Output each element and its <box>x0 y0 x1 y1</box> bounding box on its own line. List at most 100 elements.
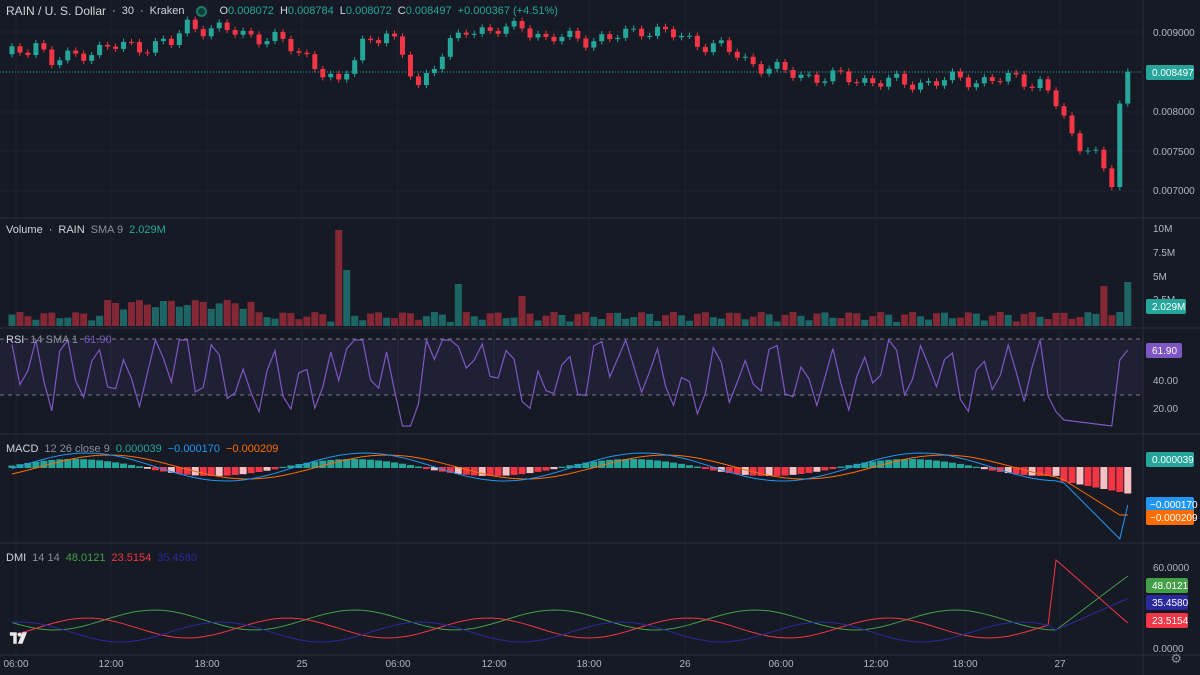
rsi-legend[interactable]: RSI 14 SMA 1 61.90 <box>6 334 112 346</box>
macd-histogram-bar <box>303 462 311 468</box>
volume-bar <box>414 319 422 326</box>
dmi-pane[interactable] <box>11 559 1129 643</box>
candle-body <box>710 43 716 53</box>
price-pane[interactable] <box>0 16 1143 191</box>
interval[interactable]: 30 <box>121 5 134 17</box>
macd-axis[interactable]: 0.000039 −0.000170 −0.000209 <box>1146 452 1198 525</box>
candle-body <box>655 26 661 36</box>
macd-histogram-bar <box>550 467 558 470</box>
macd-legend[interactable]: MACD 12 26 close 9 0.000039 −0.000170 −0… <box>6 443 278 455</box>
macd-histogram-bar <box>972 466 980 468</box>
volume-axis[interactable]: 10M 7.5M 5M 2.5M 2.029M <box>1146 224 1186 314</box>
candle-body <box>1021 74 1027 87</box>
candle-body <box>607 34 613 40</box>
time-tick: 26 <box>679 659 691 670</box>
macd-pane[interactable] <box>8 452 1132 540</box>
volume-bar <box>191 300 199 326</box>
candle-body <box>200 29 206 37</box>
volume-bar <box>1084 312 1092 326</box>
candle-body <box>65 50 71 61</box>
macd-histogram-bar <box>40 460 48 468</box>
volume-bar <box>654 320 662 326</box>
volume-bar <box>590 316 598 326</box>
candle-body <box>726 40 732 52</box>
candle-body <box>33 43 39 56</box>
time-axis[interactable]: 06:00 12:00 18:00 25 06:00 12:00 18:00 2… <box>3 659 1066 670</box>
volume-bar <box>797 315 805 326</box>
macd-histogram-bar <box>765 467 773 476</box>
candle-body <box>503 26 509 34</box>
candle-body <box>360 38 366 61</box>
volume-bar <box>335 230 343 326</box>
macd-histogram-bar <box>1036 467 1044 476</box>
rsi-params: 14 SMA 1 <box>30 334 79 346</box>
volume-bar <box>406 313 414 326</box>
exchange[interactable]: Kraken <box>149 5 185 17</box>
rsi-pane[interactable] <box>0 337 1143 427</box>
candle-body <box>9 46 15 55</box>
volume-bar <box>359 320 367 326</box>
candle-body <box>1109 168 1115 188</box>
volume-bar <box>877 312 885 326</box>
dmi-legend[interactable]: DMI 14 14 48.0121 23.5154 35.4580 <box>6 552 197 564</box>
volume-bar <box>446 321 454 326</box>
volume-bar <box>239 308 247 326</box>
candle-body <box>17 46 23 53</box>
volume-legend[interactable]: Volume · RAIN SMA 9 2.029M <box>6 224 166 236</box>
volume-bar <box>96 315 104 326</box>
candle-body <box>73 50 79 54</box>
symbol-legend[interactable]: RAIN / U. S. Dollar · 30 · Kraken O0.008… <box>6 4 558 18</box>
candle-body <box>479 27 485 34</box>
volume-pane[interactable] <box>8 230 1132 326</box>
candle-body <box>742 56 748 58</box>
candle-body <box>543 33 549 37</box>
macd-histogram-bar <box>263 467 271 471</box>
gear-icon[interactable]: ⚙ <box>1170 651 1182 666</box>
rsi-axis[interactable]: 61.90 40.00 20.00 <box>1146 343 1182 415</box>
price-axis[interactable]: 0.009000 0.008000 0.007500 0.007000 0.00… <box>1146 28 1195 197</box>
macd-histogram-bar <box>805 467 813 473</box>
time-tick: 12:00 <box>481 659 506 670</box>
macd-histogram-bar <box>311 461 319 468</box>
candle-body <box>113 46 119 49</box>
time-tick: 12:00 <box>863 659 888 670</box>
tradingview-logo-icon[interactable] <box>8 630 30 646</box>
volume-bar <box>1012 321 1020 326</box>
volume-bar <box>343 270 351 326</box>
volume-bar <box>980 320 988 326</box>
macd-histogram-bar <box>741 467 749 475</box>
volume-bar <box>167 300 175 326</box>
symbol-name[interactable]: RAIN / U. S. Dollar <box>6 4 107 18</box>
candle-body <box>575 30 581 39</box>
macd-histogram-bar <box>351 459 359 468</box>
candle-body <box>471 33 477 35</box>
candle-body <box>81 53 87 61</box>
candle-body <box>256 34 262 45</box>
volume-bar <box>454 284 462 326</box>
candle-body <box>1069 115 1075 134</box>
volume-bar <box>518 296 526 326</box>
candle-body <box>463 32 469 35</box>
macd-histogram-bar <box>88 459 96 468</box>
volume-bar <box>502 318 510 326</box>
macd-histogram-bar <box>654 460 662 468</box>
candle-body <box>1013 72 1019 75</box>
volume-bar <box>255 312 263 326</box>
macd-histogram-bar <box>215 467 223 476</box>
volume-bar <box>972 313 980 326</box>
candle-body <box>973 83 979 88</box>
volume-bar <box>16 312 24 326</box>
volume-badge-bg <box>1146 299 1186 314</box>
candle-body <box>320 68 326 78</box>
candle-body <box>1029 86 1035 89</box>
macd-histogram-bar <box>1068 467 1076 483</box>
macd-histogram-bar <box>24 462 32 468</box>
separator: · <box>139 5 144 17</box>
candle-body <box>328 73 334 78</box>
candle-body <box>25 52 31 56</box>
dmi-axis[interactable]: 60.0000 0.0000 48.0121 35.4580 23.5154 <box>1146 563 1190 655</box>
macd-histogram-bar <box>199 467 207 476</box>
